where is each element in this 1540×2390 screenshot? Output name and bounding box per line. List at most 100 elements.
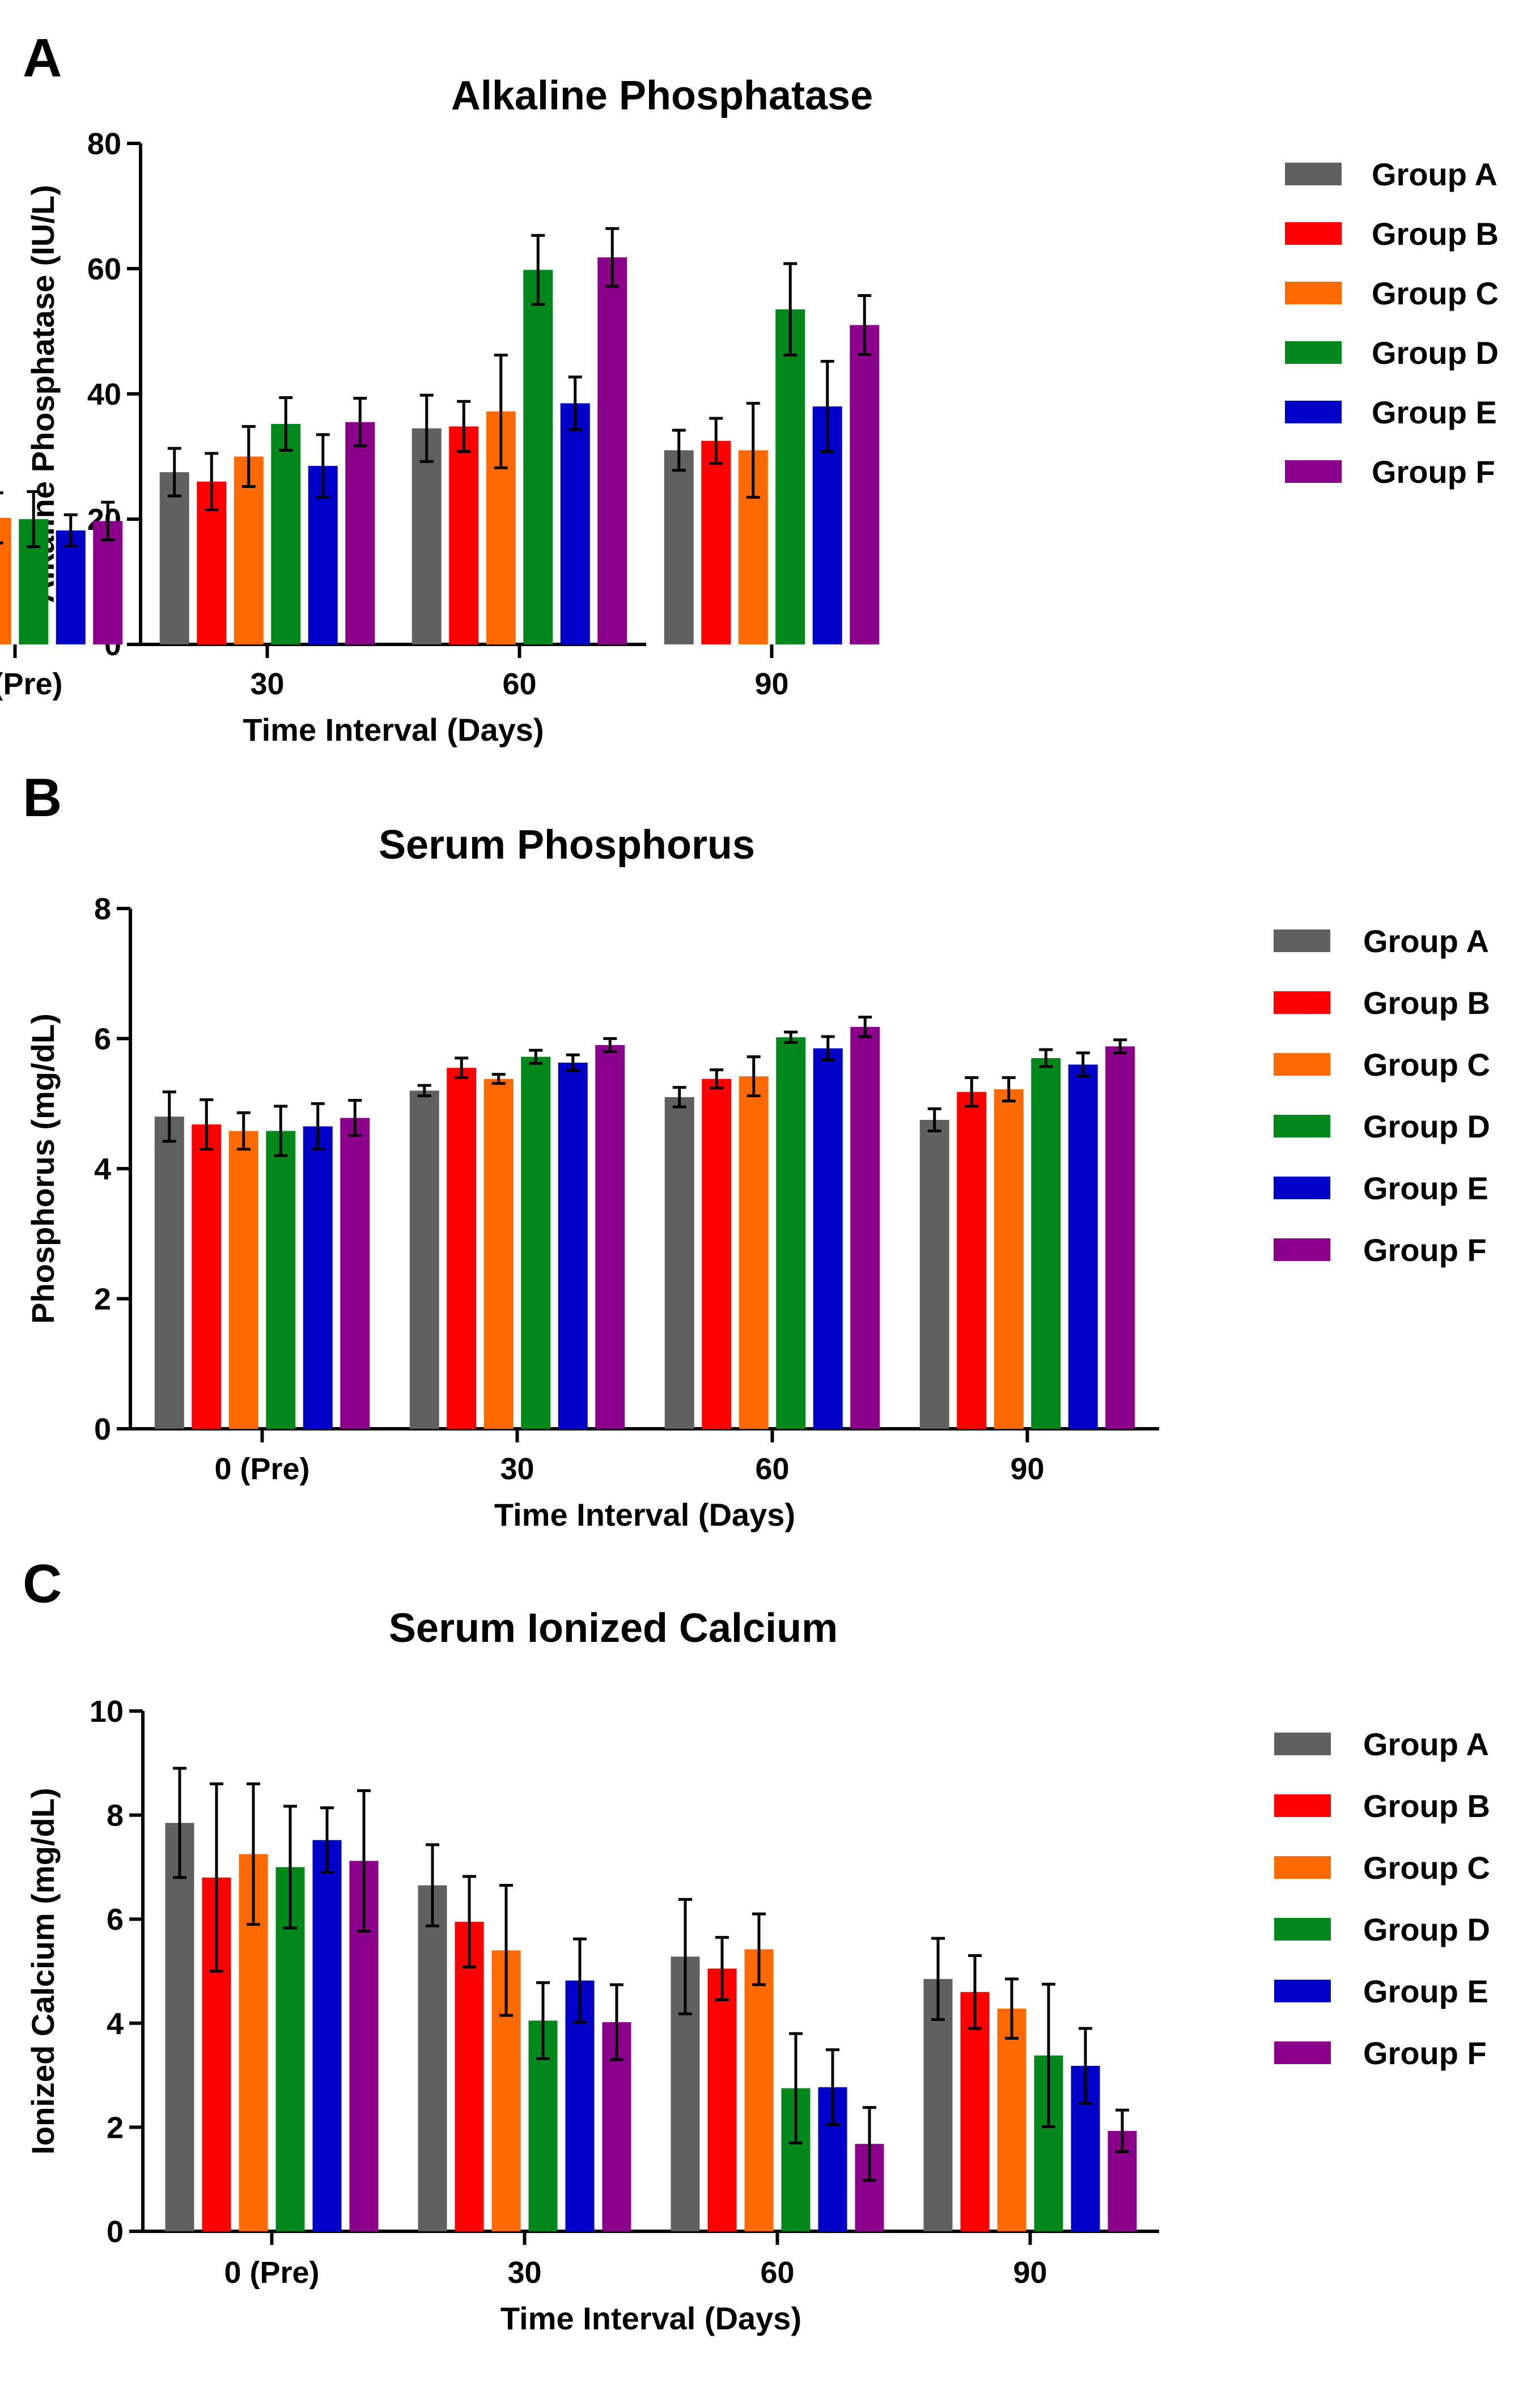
- bar-group-f-30: [345, 422, 375, 644]
- error-bar: [0, 491, 3, 545]
- bar-group-a-30: [409, 1090, 439, 1429]
- error-bar: [965, 1076, 979, 1108]
- legend-label-group-d: Group D: [1372, 335, 1499, 371]
- bar-group-d-90: [775, 309, 805, 644]
- x-axis-title: Time Interval (Days): [243, 712, 544, 748]
- error-bar: [1115, 2108, 1129, 2154]
- legend-swatch-group-e: [1274, 1177, 1330, 1199]
- error-bar: [536, 1981, 550, 2060]
- y-tick-label: 4: [107, 2007, 124, 2041]
- chart-panel-2: B Serum Phosphorus 0 2 4 6 8 Phosphorus (mg/dL)…: [23, 767, 1490, 1533]
- error-bar: [1113, 1038, 1127, 1055]
- error-bar: [162, 1090, 176, 1143]
- error-bar: [672, 1086, 686, 1109]
- bar-group-e-60: [813, 1048, 843, 1429]
- y-axis-title: Ionized Calcium (mg/dL): [25, 1788, 61, 2154]
- error-bar: [27, 490, 41, 549]
- error-bar: [1039, 1048, 1053, 1068]
- error-bar: [455, 1056, 469, 1079]
- error-bar: [752, 1912, 766, 1986]
- bar-group-d-0pre: [266, 1131, 296, 1429]
- error-bar: [858, 1016, 872, 1038]
- error-bar: [247, 1782, 260, 1926]
- error-bar: [419, 393, 434, 463]
- y-tick-label: 80: [87, 127, 121, 161]
- legend-label-group-a: Group A: [1363, 923, 1489, 959]
- legend-label-group-e: Group E: [1372, 394, 1497, 430]
- error-bar: [1002, 1076, 1016, 1103]
- x-tick-label: 60: [502, 667, 536, 701]
- legend-label-group-f: Group F: [1363, 1232, 1487, 1268]
- bar-group-b-60: [449, 426, 479, 644]
- x-tick-label: 60: [755, 1452, 789, 1486]
- bar-group-a-0pre: [154, 1117, 184, 1429]
- bar-group-e-30: [558, 1062, 588, 1429]
- error-bar: [746, 402, 760, 499]
- y-tick-label: 8: [107, 1799, 124, 1833]
- bar-group-b-30: [455, 1921, 484, 2231]
- legend-swatch-group-b: [1285, 222, 1342, 245]
- bar-group-e-90: [1068, 1064, 1098, 1429]
- error-bar: [283, 1805, 297, 1930]
- bar-group-c-90: [997, 2009, 1026, 2231]
- bar-group-a-30: [418, 1885, 447, 2231]
- error-bar: [463, 1875, 476, 1969]
- chart-panel-3: C Serum Ionized Calcium 0 2 4 6 8 10 Ionized Cal…: [23, 1553, 1490, 2336]
- error-bar: [783, 262, 797, 356]
- error-bar: [241, 424, 256, 489]
- bar-group-f-0pre: [93, 521, 123, 644]
- legend-swatch-group-d: [1274, 1115, 1330, 1137]
- error-bar: [499, 1884, 513, 2017]
- error-bar: [863, 2106, 876, 2182]
- error-bar: [568, 375, 582, 431]
- legend-label-group-e: Group E: [1363, 1170, 1488, 1206]
- bar-group-e-60: [560, 403, 590, 644]
- legend-swatch-group-b: [1274, 1794, 1331, 1817]
- legend-label-group-f: Group F: [1372, 454, 1495, 490]
- error-bar: [274, 1105, 288, 1157]
- x-tick-label: 0 (Pre): [0, 667, 63, 701]
- bar-group-c-60: [744, 1949, 774, 2231]
- error-bar: [678, 1897, 692, 2015]
- y-tick-label: 6: [107, 1903, 124, 1937]
- bar-group-f-90: [850, 325, 880, 644]
- legend-swatch-group-f: [1274, 2041, 1331, 2064]
- legend-label-group-c: Group C: [1372, 275, 1499, 311]
- legend-label-group-c: Group C: [1363, 1047, 1490, 1082]
- y-tick-label: 4: [94, 1152, 111, 1186]
- bar-group-b-30: [447, 1068, 477, 1429]
- bar-group-c-0pre: [0, 517, 11, 644]
- x-tick-label: 30: [250, 667, 284, 701]
- error-bar: [715, 1935, 729, 2001]
- legend-swatch-group-a: [1274, 929, 1330, 952]
- error-bar: [167, 447, 181, 498]
- error-bar: [931, 1937, 945, 2021]
- error-bar: [821, 1035, 835, 1062]
- y-tick-label: 2: [94, 1283, 111, 1317]
- y-tick-label: 0: [94, 1412, 111, 1446]
- bar-group-f-90: [1105, 1046, 1135, 1429]
- error-bar: [353, 397, 367, 448]
- legend-swatch-group-e: [1285, 401, 1342, 423]
- panel-letter: C: [23, 1553, 62, 1614]
- y-tick-label: 8: [94, 892, 111, 926]
- bar-group-d-30: [521, 1056, 551, 1429]
- error-bar: [1042, 1983, 1055, 2128]
- error-bar: [1079, 2027, 1092, 2105]
- legend: Group A Group B Group C Group D Group E Group…: [1274, 1726, 1490, 2071]
- error-bar: [426, 1843, 439, 1928]
- error-bar: [348, 1099, 362, 1137]
- panel-letter: B: [23, 767, 62, 828]
- legend-label-group-a: Group A: [1363, 1726, 1489, 1762]
- x-tick-label: 90: [754, 667, 788, 701]
- x-tick-label: 90: [1013, 2256, 1047, 2290]
- x-axis-title: Time Interval (Days): [500, 2300, 801, 2336]
- bar-group-a-30: [159, 472, 189, 644]
- bar-group-d-60: [776, 1037, 806, 1429]
- error-bar: [491, 1073, 506, 1085]
- legend-label-group-c: Group C: [1363, 1850, 1490, 1886]
- error-bar: [316, 433, 330, 499]
- y-tick-label: 0: [107, 2215, 124, 2249]
